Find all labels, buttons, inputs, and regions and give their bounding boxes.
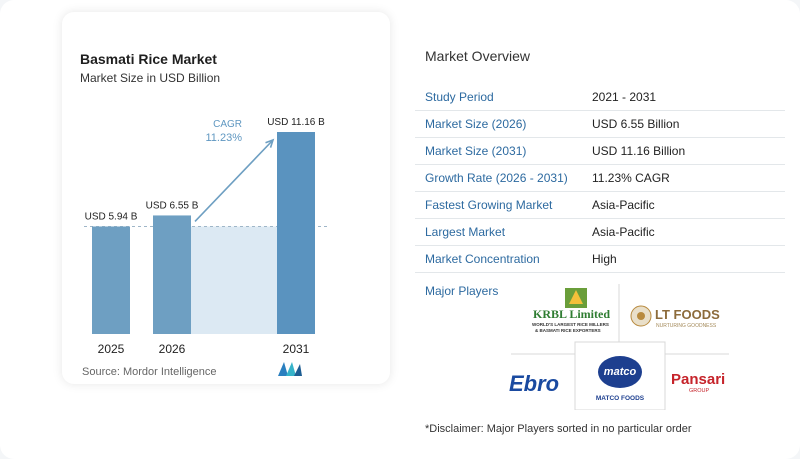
bar-chart: USD 5.94 B 2025 USD 6.55 B 2026 USD 11.16 B 2… <box>84 117 330 356</box>
cagr-arrowhead-icon <box>265 138 275 148</box>
overview-value: 2021 - 2031 <box>592 90 657 104</box>
matco-name: matco <box>604 366 637 378</box>
x-tick-label: 2031 <box>283 342 310 356</box>
krbl-tagline-1: WORLD'S LARGEST RICE MILLERS <box>532 322 609 327</box>
cagr-label: CAGR <box>213 119 242 130</box>
x-tick-label: 2025 <box>98 342 125 356</box>
mordor-logo-icon <box>278 362 302 376</box>
matco-sub: MATCO FOODS <box>596 395 645 402</box>
krbl-leaf-icon <box>569 290 583 304</box>
lt-foods-logo: LT FOODS NURTURING GOODNESS <box>630 305 720 329</box>
overview-label: Market Size (2026) <box>425 117 527 131</box>
overview-row: Market Concentration High <box>415 246 785 273</box>
chart-source: Source: Mordor Intelligence <box>82 366 217 378</box>
overview-label: Fastest Growing Market <box>425 198 553 212</box>
overview-row: Market Size (2026) USD 6.55 Billion <box>415 111 785 138</box>
krbl-logo: KRBL Limited WORLD'S LARGEST RICE MILLER… <box>532 288 610 333</box>
pansari-name: Pansari <box>671 371 725 388</box>
ebro-logo: Ebro <box>509 371 559 396</box>
overview-row: Largest Market Asia-Pacific <box>415 219 785 246</box>
lt-foods-tagline: NURTURING GOODNESS <box>656 323 717 329</box>
cagr-value: 11.23% <box>206 132 243 144</box>
overview-label: Growth Rate (2026 - 2031) <box>425 171 568 185</box>
major-players-logos: KRBL Limited WORLD'S LARGEST RICE MILLER… <box>509 284 729 410</box>
pansari-sub: GROUP <box>689 388 710 394</box>
overview-value: 11.23% CAGR <box>592 171 670 185</box>
overview-table: Study Period 2021 - 2031 Market Size (20… <box>415 84 785 273</box>
matco-emblem-icon <box>598 356 642 388</box>
lt-foods-grain-icon <box>637 312 645 320</box>
cagr-arrow <box>194 139 274 222</box>
pansari-logo: Pansari GROUP <box>671 371 725 394</box>
overview-value: Asia-Pacific <box>592 225 655 239</box>
overview-label: Largest Market <box>425 225 506 239</box>
chart-title: Basmati Rice Market <box>80 51 217 67</box>
overview-value: Asia-Pacific <box>592 198 655 212</box>
overview-row: Study Period 2021 - 2031 <box>415 84 785 111</box>
bar <box>277 132 315 334</box>
reference-band <box>191 226 277 334</box>
data-label: USD 11.16 B <box>267 117 325 128</box>
data-label: USD 6.55 B <box>146 200 199 211</box>
overview-row: Growth Rate (2026 - 2031) 11.23% CAGR <box>415 165 785 192</box>
krbl-name: KRBL Limited <box>533 307 610 321</box>
overview-label: Market Size (2031) <box>425 144 527 158</box>
overview-value: USD 11.16 Billion <box>592 144 686 158</box>
overview-title: Market Overview <box>425 48 531 64</box>
overview-value: USD 6.55 Billion <box>592 117 680 131</box>
overview-label: Study Period <box>425 90 494 104</box>
disclaimer: *Disclaimer: Major Players sorted in no … <box>425 423 692 435</box>
bar <box>153 215 191 334</box>
lt-foods-name: LT FOODS <box>655 307 720 322</box>
chart-subtitle: Market Size in USD Billion <box>80 71 221 85</box>
bar <box>92 226 130 334</box>
x-tick-label: 2026 <box>159 342 186 356</box>
data-label: USD 5.94 B <box>85 211 138 222</box>
matco-logo: matco MATCO FOODS <box>596 356 645 402</box>
major-players-label: Major Players <box>425 284 499 298</box>
krbl-tagline-2: & BASMATI RICE EXPORTERS <box>535 328 601 333</box>
overview-row: Market Size (2031) USD 11.16 Billion <box>415 138 785 165</box>
overview-label: Market Concentration <box>425 252 540 266</box>
overview-row: Fastest Growing Market Asia-Pacific <box>415 192 785 219</box>
overview-value: High <box>592 252 617 266</box>
